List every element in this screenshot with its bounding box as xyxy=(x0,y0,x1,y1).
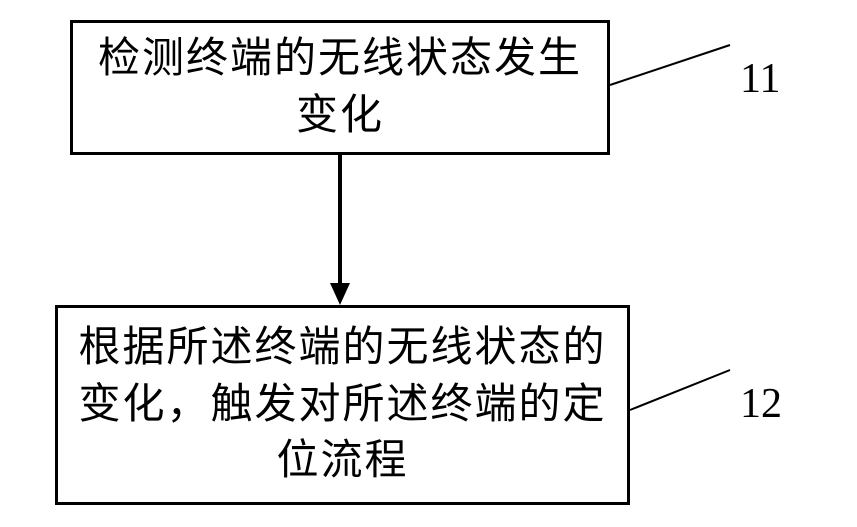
flowchart-node-1: 检测终端的无线状态发生变化 xyxy=(70,20,610,155)
edge-1-line xyxy=(338,155,342,283)
node-1-label: 11 xyxy=(740,55,780,103)
flowchart-node-2: 根据所述终端的无线状态的变化，触发对所述终端的定位流程 xyxy=(55,305,630,505)
flowchart-canvas: 检测终端的无线状态发生变化 11 根据所述终端的无线状态的变化，触发对所述终端的… xyxy=(0,0,857,527)
node-2-label: 12 xyxy=(740,380,782,428)
node-1-text: 检测终端的无线状态发生变化 xyxy=(98,31,582,144)
edge-1-arrowhead xyxy=(330,283,350,305)
node-2-text: 根据所述终端的无线状态的变化，触发对所述终端的定位流程 xyxy=(78,320,606,490)
